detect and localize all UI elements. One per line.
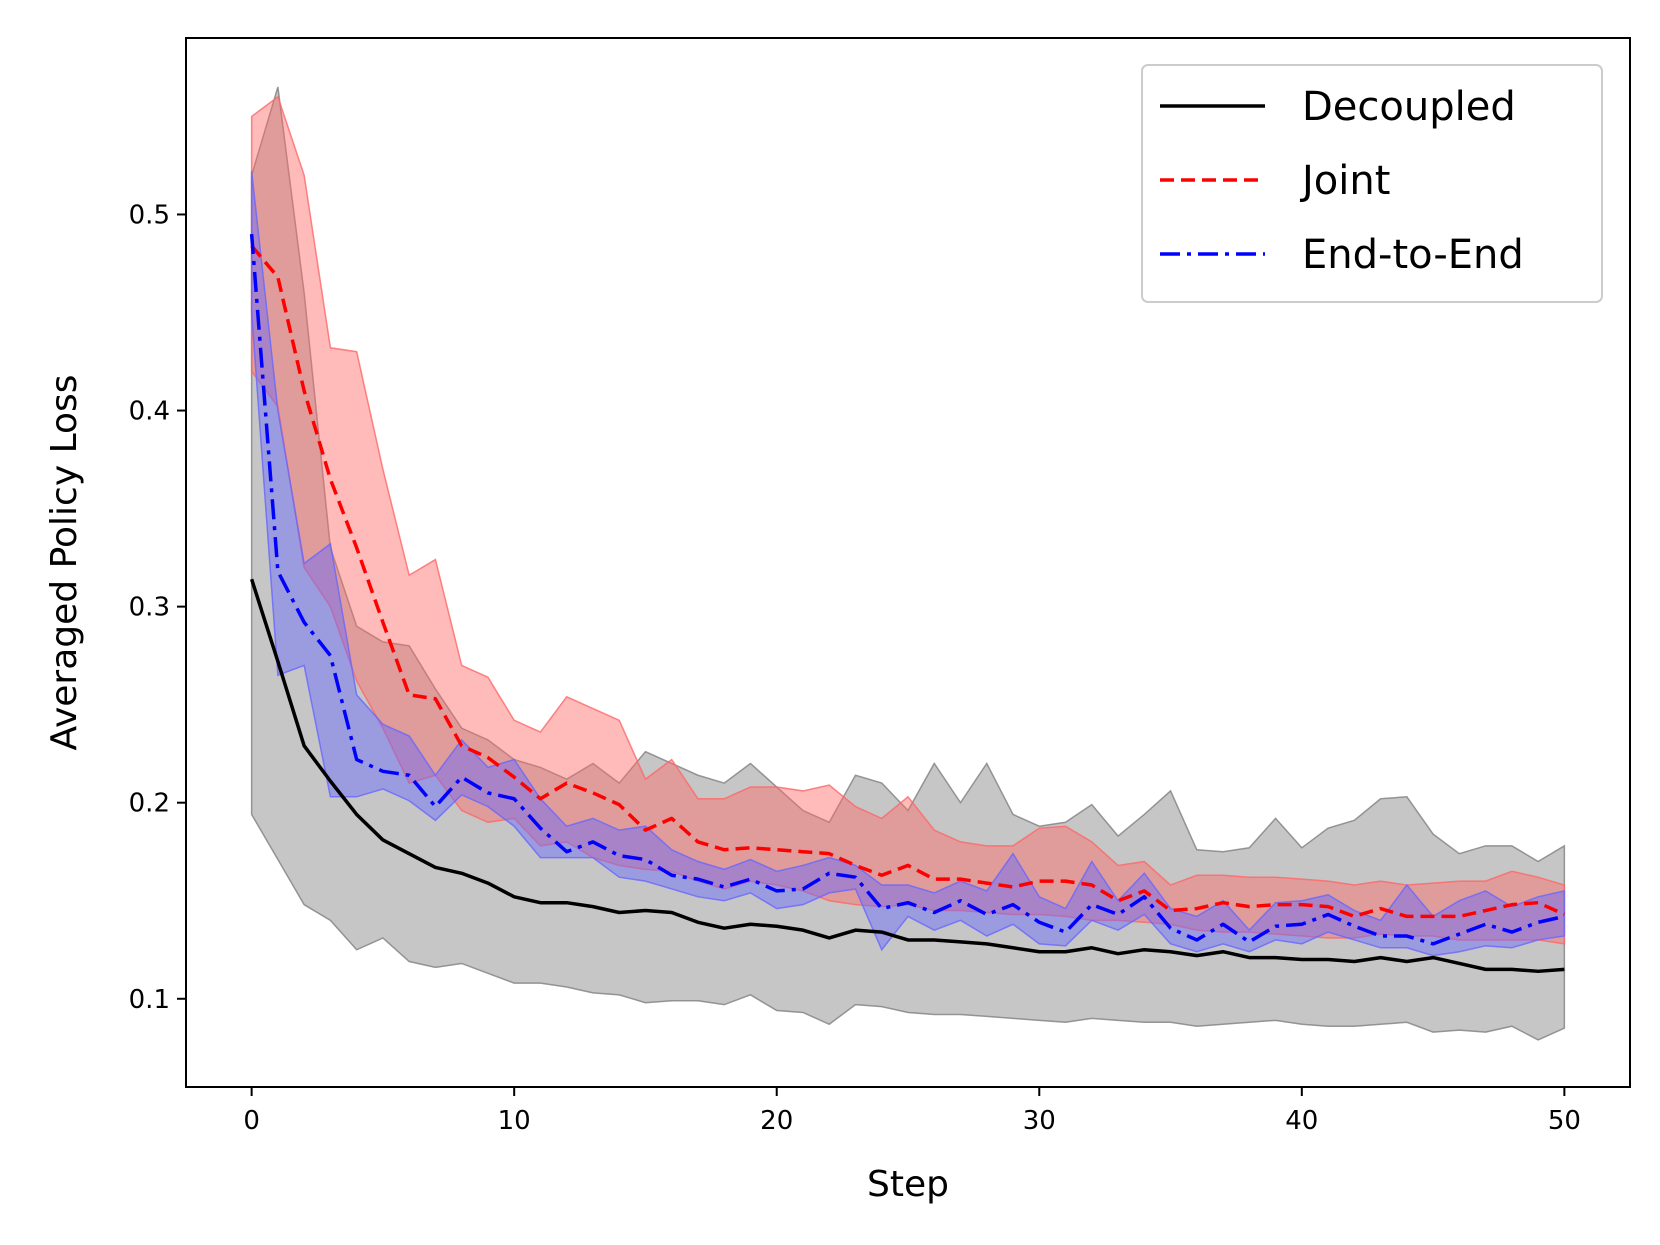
series-line-decoupled <box>249 578 1565 974</box>
x-tick-label: 50 <box>1548 1106 1581 1136</box>
x-tick-label: 40 <box>1285 1106 1318 1136</box>
series-lines <box>249 233 1566 974</box>
x-tick-label: 10 <box>498 1106 531 1136</box>
x-axis-ticks: 0 10 20 30 40 50 <box>243 1087 1581 1136</box>
legend-label-end-to-end: End-to-End <box>1302 232 1524 278</box>
y-tick-label: 0.4 <box>129 397 170 427</box>
y-axis-ticks: 0.1 0.2 0.3 0.4 0.5 <box>129 200 186 1015</box>
x-tick-label: 0 <box>243 1106 260 1136</box>
y-axis-label: Averaged Policy Loss <box>44 374 85 750</box>
y-tick-label: 0.5 <box>129 200 170 230</box>
legend-box <box>1141 64 1603 303</box>
x-tick-label: 30 <box>1023 1106 1056 1136</box>
x-tick-label: 20 <box>760 1106 793 1136</box>
y-tick-label: 0.1 <box>129 985 170 1015</box>
y-tick-label: 0.2 <box>129 789 170 819</box>
band-joint <box>250 95 1566 945</box>
plot-frame <box>185 37 1631 1088</box>
legend: Decoupled Joint End-to-End <box>1141 64 1603 303</box>
y-tick-label: 0.3 <box>129 593 170 623</box>
band-decoupled <box>250 86 1566 1041</box>
legend-label-decoupled: Decoupled <box>1302 84 1516 130</box>
series-line-joint <box>250 244 1566 919</box>
band-end-to-end <box>250 171 1566 957</box>
confidence-bands <box>250 86 1566 1041</box>
series-line-end-to-end <box>249 233 1565 946</box>
x-axis-label: Step <box>867 1164 949 1205</box>
legend-label-joint: Joint <box>1299 158 1390 204</box>
